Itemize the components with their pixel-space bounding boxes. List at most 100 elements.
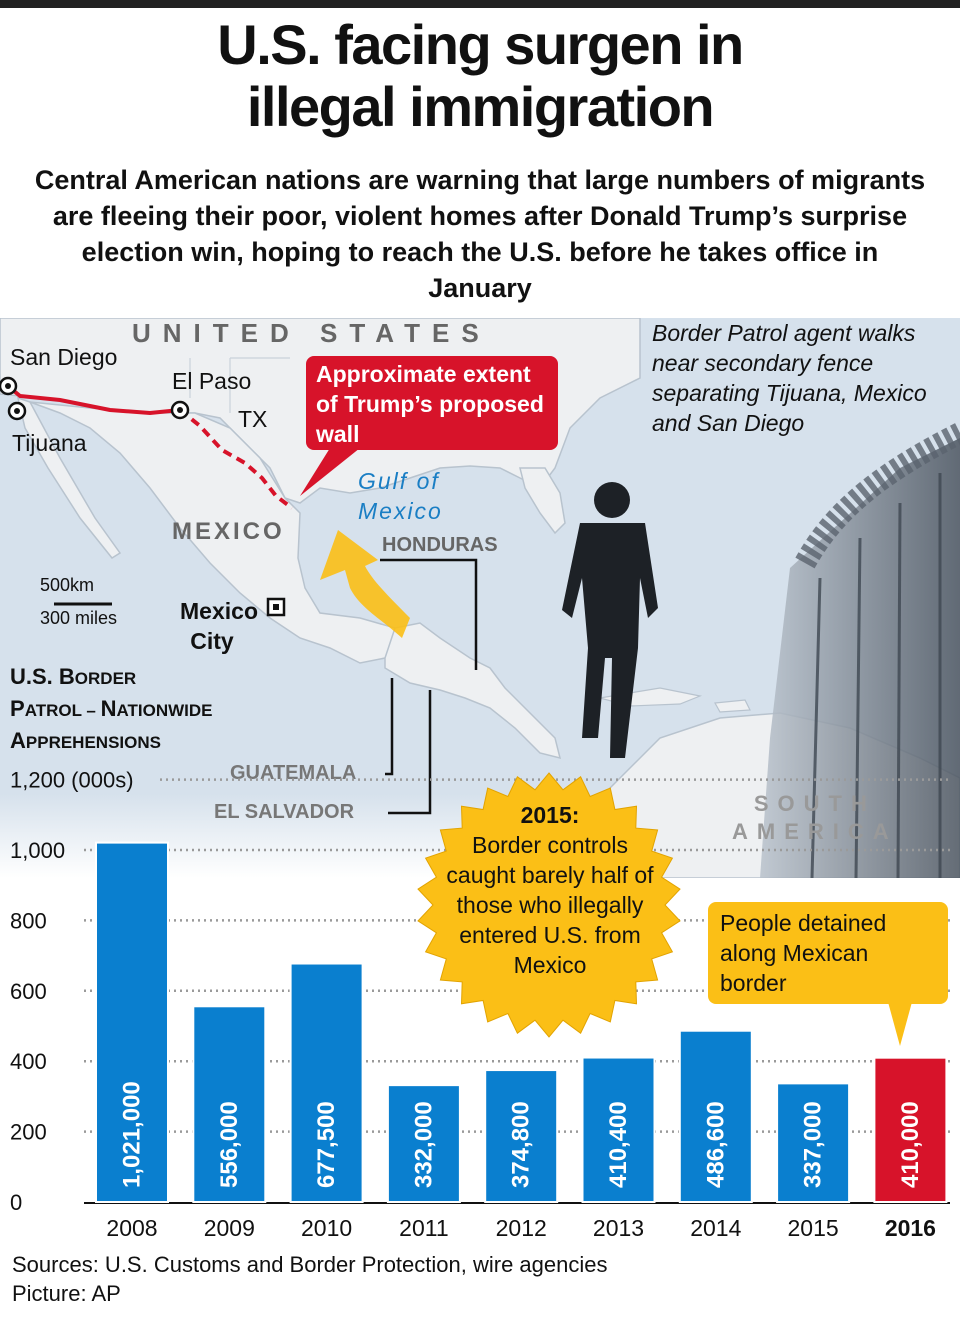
y-tick-label: 1,200 (000s) — [10, 768, 134, 793]
border-patrol-agent — [562, 482, 658, 758]
label-san-diego: San Diego — [10, 344, 118, 370]
gulf-line-1: Gulf of — [358, 468, 440, 494]
detained-callout: People detained along Mexican border — [708, 902, 948, 1004]
label-tijuana: Tijuana — [12, 430, 87, 456]
razor-wire — [795, 423, 960, 569]
apprehensions-chart: 1,021,000 556,000 677,500 332,000 374,800 410… — [10, 768, 950, 1241]
caribbean-island — [714, 699, 751, 713]
honduras-leader — [380, 558, 478, 670]
chart-title-2c: N — [100, 696, 117, 721]
bar-value-label: 410,000 — [897, 1101, 924, 1188]
mexico-city-line-2: City — [190, 628, 234, 654]
burst-annotation: 2015: Border controls caught barely half… — [440, 800, 660, 980]
guatemala-leader — [385, 678, 394, 776]
x-tick-label: 2015 — [788, 1215, 839, 1241]
x-tick-label: 2012 — [496, 1215, 547, 1241]
tijuana-marker — [7, 401, 27, 421]
el-paso-marker — [170, 400, 190, 420]
label-el-salvador: EL SALVADOR — [214, 801, 355, 823]
tick-layer: 0 200 400 600 800 1,000 1,200 (000s) 2008 2009 20… — [10, 768, 936, 1241]
bar-value-label: 337,000 — [800, 1101, 827, 1188]
starburst-shape — [417, 772, 681, 1038]
bar-value-label: 486,600 — [702, 1101, 729, 1188]
x-tick-label: 2014 — [690, 1215, 741, 1241]
y-tick-label: 600 — [10, 979, 47, 1004]
proposed-wall-line — [6, 384, 181, 416]
bar-2011 — [386, 1084, 461, 1203]
x-tick-label: 2009 — [204, 1215, 255, 1241]
chart-title-2a: P — [10, 696, 25, 721]
label-scale-km: 500km — [40, 575, 95, 595]
gulf-line-2: Mexico — [358, 498, 443, 524]
bar-value-label: 410,400 — [605, 1101, 632, 1188]
bar-2009 — [192, 1005, 267, 1203]
label-mexico: MEXICO — [172, 518, 285, 545]
fence-posts — [810, 473, 942, 878]
burst-text: Border controls caught barely half of th… — [446, 832, 654, 978]
bar-value-label: 1,021,000 — [119, 1081, 146, 1188]
chart-title-3b: PPREHENSIONS — [25, 733, 161, 752]
headline-line-1: U.S. facing surgen in — [217, 13, 744, 76]
chart-title-1b: ORDER — [74, 669, 137, 688]
sources-line-2: Picture: AP — [12, 1281, 121, 1306]
headline: U.S. facing surgen in illegal immigratio… — [0, 14, 960, 138]
florida — [519, 467, 566, 535]
bar-2015 — [776, 1082, 851, 1204]
label-el-paso: El Paso — [172, 368, 252, 394]
burst-year: 2015: — [520, 802, 580, 828]
state-borders — [189, 357, 290, 413]
chart-title-2d: ATIONWIDE — [116, 701, 213, 720]
bar-2008 — [95, 841, 169, 1203]
mexico-city-marker — [266, 597, 286, 617]
bar-layer: 1,021,000 556,000 677,500 332,000 374,800 410… — [95, 841, 948, 1204]
label-guatemala: GUATEMALA — [230, 762, 357, 784]
san-diego-marker — [0, 376, 18, 396]
starburst — [417, 772, 681, 1038]
label-south-america: SOUTH AMERICA — [732, 790, 898, 846]
bar-value-label: 374,800 — [508, 1101, 535, 1188]
subheadline: Central American nations are warning tha… — [34, 165, 926, 303]
x-tick-label: 2008 — [106, 1215, 157, 1241]
migration-arrow — [320, 530, 410, 638]
bar-2014 — [678, 1029, 753, 1203]
y-tick-label: 0 — [10, 1190, 22, 1215]
el-salvador-leader — [388, 690, 432, 815]
chart-title-3a: A — [10, 728, 26, 753]
baja-california — [16, 396, 122, 559]
detained-callout-pointer — [888, 1002, 912, 1046]
mexico-city-line-1: Mexico — [180, 598, 258, 624]
bar-value-label: 677,500 — [313, 1101, 340, 1188]
y-tick-label: 800 — [10, 908, 47, 933]
bar-2013 — [581, 1056, 656, 1204]
wall-callout-pointer — [300, 448, 360, 496]
sources-line-1: Sources: U.S. Customs and Border Protect… — [12, 1252, 608, 1277]
photo-caption: Border Patrol agent walks near secondary… — [652, 320, 927, 436]
y-tick-label: 400 — [10, 1049, 47, 1074]
x-tick-label: 2013 — [593, 1215, 644, 1241]
label-tx: TX — [238, 406, 268, 432]
y-tick-label: 200 — [10, 1120, 47, 1145]
south-line-2: AMERICA — [732, 819, 898, 844]
headline-line-2: illegal immigration — [246, 75, 715, 138]
label-gulf-of-mexico: Gulf of Mexico — [358, 466, 443, 526]
bar-value-label: 556,000 — [216, 1101, 243, 1188]
x-tick-label: 2011 — [399, 1215, 448, 1241]
sources: Sources: U.S. Customs and Border Protect… — [12, 1250, 608, 1308]
top-rule — [0, 0, 960, 8]
central-america — [384, 622, 562, 760]
bar-2016 — [873, 1056, 948, 1203]
label-mexico-city: Mexico City — [166, 596, 258, 656]
x-tick-label: 2016 — [885, 1215, 936, 1241]
chart-title: U.S. BORDER PATROL – NATIONWIDE APPREHEN… — [10, 662, 370, 758]
label-honduras: HONDURAS — [382, 534, 498, 556]
label-united-states: UNITED STATES — [132, 318, 491, 348]
bar-2010 — [289, 962, 364, 1203]
south-line-1: SOUTH — [753, 791, 876, 816]
chart-title-2b: ATROL – — [24, 701, 101, 720]
bar-value-label: 332,000 — [410, 1101, 437, 1188]
y-tick-label: 1,000 — [10, 838, 65, 863]
label-scale-miles: 300 miles — [40, 608, 118, 628]
chart-title-1a: U.S. B — [10, 664, 75, 689]
x-tick-label: 2010 — [301, 1215, 352, 1241]
wall-callout: Approximate extent of Trump’s proposed w… — [306, 356, 558, 450]
